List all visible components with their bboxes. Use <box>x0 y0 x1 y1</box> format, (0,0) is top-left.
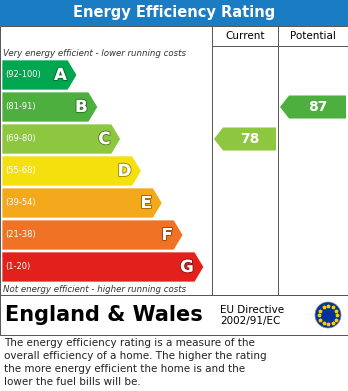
Text: (1-20): (1-20) <box>5 262 30 271</box>
Text: lower the fuel bills will be.: lower the fuel bills will be. <box>4 377 141 387</box>
Polygon shape <box>214 127 276 151</box>
Text: B: B <box>75 98 88 116</box>
Polygon shape <box>2 156 141 186</box>
Text: C: C <box>98 130 111 148</box>
Text: 87: 87 <box>308 100 327 114</box>
Text: Very energy efficient - lower running costs: Very energy efficient - lower running co… <box>3 49 186 58</box>
Text: Energy Efficiency Rating: Energy Efficiency Rating <box>73 5 275 20</box>
Text: the more energy efficient the home is and the: the more energy efficient the home is an… <box>4 364 245 374</box>
Polygon shape <box>2 92 98 122</box>
Bar <box>0 26 348 295</box>
Text: D: D <box>118 162 131 180</box>
Polygon shape <box>2 188 162 218</box>
Text: 78: 78 <box>240 132 259 146</box>
Text: G: G <box>180 258 194 276</box>
Polygon shape <box>2 60 77 90</box>
Text: A: A <box>54 66 67 84</box>
Text: overall efficiency of a home. The higher the rating: overall efficiency of a home. The higher… <box>4 351 267 361</box>
Text: F: F <box>161 226 173 244</box>
Bar <box>0 295 348 335</box>
Polygon shape <box>2 124 120 154</box>
Text: EU Directive: EU Directive <box>220 305 284 315</box>
Text: (81-91): (81-91) <box>5 102 35 111</box>
Text: Potential: Potential <box>290 31 336 41</box>
Polygon shape <box>280 95 346 118</box>
Polygon shape <box>2 252 204 282</box>
Text: E: E <box>141 194 152 212</box>
Text: Current: Current <box>225 31 265 41</box>
Circle shape <box>315 302 341 328</box>
Text: (69-80): (69-80) <box>5 135 36 143</box>
Text: (92-100): (92-100) <box>5 70 41 79</box>
Text: The energy efficiency rating is a measure of the: The energy efficiency rating is a measur… <box>4 338 255 348</box>
Polygon shape <box>2 220 183 250</box>
Text: (21-38): (21-38) <box>5 231 36 240</box>
Text: (39-54): (39-54) <box>5 199 35 208</box>
Text: Not energy efficient - higher running costs: Not energy efficient - higher running co… <box>3 285 186 294</box>
Bar <box>0 0 348 26</box>
Text: (55-68): (55-68) <box>5 167 36 176</box>
Text: England & Wales: England & Wales <box>5 305 203 325</box>
Text: 2002/91/EC: 2002/91/EC <box>220 316 280 326</box>
